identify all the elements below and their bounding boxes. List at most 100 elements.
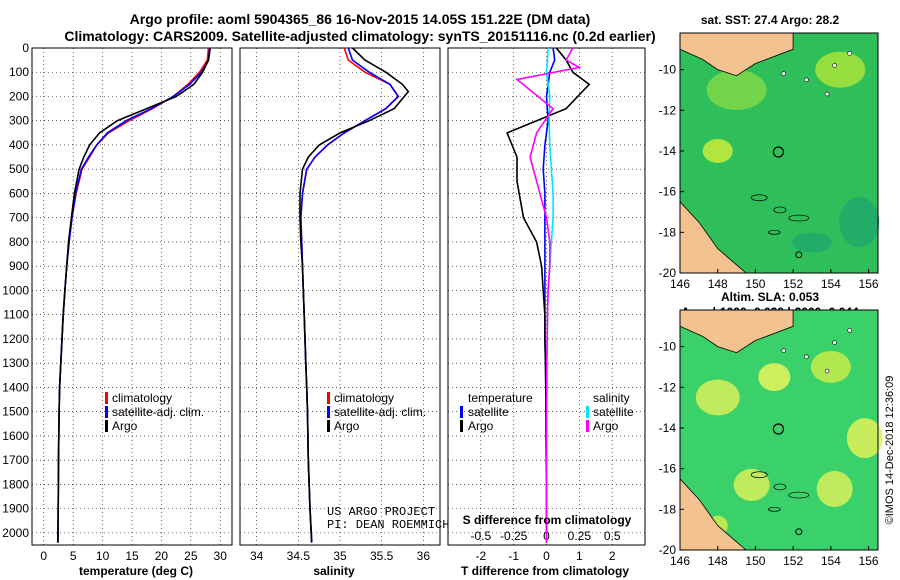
map-ytick-label: -12	[659, 380, 677, 394]
title-line-2: Climatology: CARS2009. Satellite-adjuste…	[64, 28, 655, 44]
map-anomaly	[695, 379, 740, 416]
sal-xtick-label: 36	[417, 549, 431, 563]
argo-position-marker	[772, 146, 785, 158]
diff-legend: temperature satellite Argo salinity sate…	[460, 391, 634, 433]
map-ytick-label: -10	[659, 63, 677, 77]
difference-panel: -2 -1 0 1 2-0.5 -0.25 0 0.25 0.5	[447, 47, 646, 563]
legend-diff-t-argo: Argo	[468, 419, 494, 433]
depth-tick-label: 700	[9, 211, 29, 225]
map-island	[832, 63, 837, 68]
map-island	[781, 71, 787, 76]
map-reef	[750, 471, 768, 479]
map-xtick-label: 156	[859, 554, 879, 568]
legend-diff-temp-title: temperature	[468, 391, 533, 405]
legend-sal-argo: Argo	[334, 419, 360, 433]
map-island	[824, 91, 830, 97]
map-xtick-label: 150	[745, 554, 765, 568]
map-ytick-label: -18	[659, 225, 677, 239]
map-anomaly	[733, 468, 770, 501]
sal-xtick-label: 34.5	[287, 549, 311, 563]
project-annotation: US ARGO PROJECT	[327, 505, 435, 519]
legend-diff-s-argo: Argo	[593, 419, 619, 433]
temp-xtick-label: 10	[96, 549, 110, 563]
legend-swatch-t-argo	[460, 420, 463, 432]
map-anomaly	[839, 197, 880, 248]
depth-tick-label: 1800	[2, 477, 29, 491]
map-reef	[767, 229, 781, 235]
s-diff-tick-label: -0.5	[470, 529, 491, 543]
legend-temp-satellite: satellite-adj. clim.	[112, 405, 204, 419]
sal-xtick-label: 35	[333, 549, 347, 563]
diff-xtick-label: 2	[609, 549, 616, 563]
imos-side-label: ©IMOS 14-Dec-2018 12:36:09	[884, 376, 896, 525]
map-land	[679, 32, 794, 77]
title-line-1: Argo profile: aoml 5904365_86 16-Nov-201…	[130, 11, 591, 27]
legend-temp-argo: Argo	[112, 419, 138, 433]
depth-tick-label: 1100	[3, 308, 29, 322]
temp-xlabel: temperature (deg C)	[79, 564, 193, 578]
sal-xtick-label: 34	[250, 549, 264, 563]
legend-swatch-satellite	[327, 406, 330, 418]
map-anomaly	[706, 69, 767, 110]
depth-tick-label: 800	[9, 235, 29, 249]
map-reef	[788, 214, 810, 222]
legend-swatch-s-argo	[586, 420, 589, 432]
temp-xtick-label: 25	[184, 549, 198, 563]
map-ytick-label: -20	[659, 266, 677, 280]
depth-tick-label: 300	[9, 114, 29, 128]
diff-xlabel-2: S difference from climatology	[463, 513, 632, 527]
legend-diff-s-satellite: satellite	[593, 405, 634, 419]
depth-tick-label: 900	[9, 259, 29, 273]
map-xtick-label: 156	[859, 277, 879, 291]
map-ytick-label: -14	[659, 144, 677, 158]
temp-xtick-label: 20	[155, 549, 169, 563]
map-island	[804, 354, 809, 360]
map-reef	[773, 483, 787, 491]
legend-swatch-argo	[327, 420, 330, 432]
map-xtick-label: 154	[821, 277, 841, 291]
map-reef	[767, 506, 781, 512]
map-sea	[680, 310, 878, 550]
map-anomaly	[810, 350, 851, 383]
sla-map: 146 148 150 152 154 156 -10 -12 -14 -16 -18 -20	[659, 309, 883, 568]
legend-sal-satellite: satellite-adj. clim.	[334, 405, 426, 419]
sal-xtick-label: 35.5	[370, 549, 394, 563]
legend-diff-t-satellite: satellite	[468, 405, 509, 419]
map-land	[679, 309, 794, 354]
map-anomaly	[815, 51, 866, 88]
salinity-panel: 34 34.5 35 35.5 36	[239, 47, 441, 563]
depth-tick-label: 1500	[2, 405, 29, 419]
sal-series-argo	[299, 47, 410, 543]
legend-swatch-climatology	[327, 392, 330, 404]
depth-tick-label: 600	[9, 186, 29, 200]
legend-swatch-satellite	[105, 406, 108, 418]
legend-swatch-argo	[105, 420, 108, 432]
legend-temp-climatology: climatology	[112, 391, 172, 405]
map-xtick-label: 152	[783, 554, 803, 568]
diff-xtick-label: -2	[475, 549, 486, 563]
temp-xtick-label: 0	[40, 549, 47, 563]
temp-xtick-label: 5	[70, 549, 77, 563]
sst-map-title: sat. SST: 27.4 Argo: 28.2	[701, 13, 840, 27]
depth-tick-label: 1300	[2, 356, 29, 370]
map-ytick-label: -14	[659, 421, 677, 435]
map-island	[781, 348, 787, 353]
depth-tick-label: 1200	[2, 332, 29, 346]
legend-swatch-t-satellite	[460, 406, 463, 418]
map-ytick-label: -12	[659, 103, 677, 117]
depth-tick-label: 1700	[2, 453, 29, 467]
s-diff-tick-label: 0.25	[568, 529, 592, 543]
depth-tick-label: 200	[9, 89, 29, 103]
map-marker	[795, 251, 803, 259]
temp-xtick-label: 30	[214, 549, 228, 563]
map-ytick-label: -18	[659, 502, 677, 516]
map-ytick-label: -20	[659, 543, 677, 557]
diff-series-s-argo	[515, 47, 582, 543]
legend-diff-sal-title: salinity	[593, 391, 630, 405]
depth-tick-label: 100	[9, 65, 29, 79]
sst-map: 146 148 150 152 154 156 -10 -12 -14 -16 -18 -20	[659, 32, 880, 291]
map-island	[824, 368, 830, 374]
map-xtick-label: 152	[783, 277, 803, 291]
map-anomaly	[758, 363, 791, 392]
